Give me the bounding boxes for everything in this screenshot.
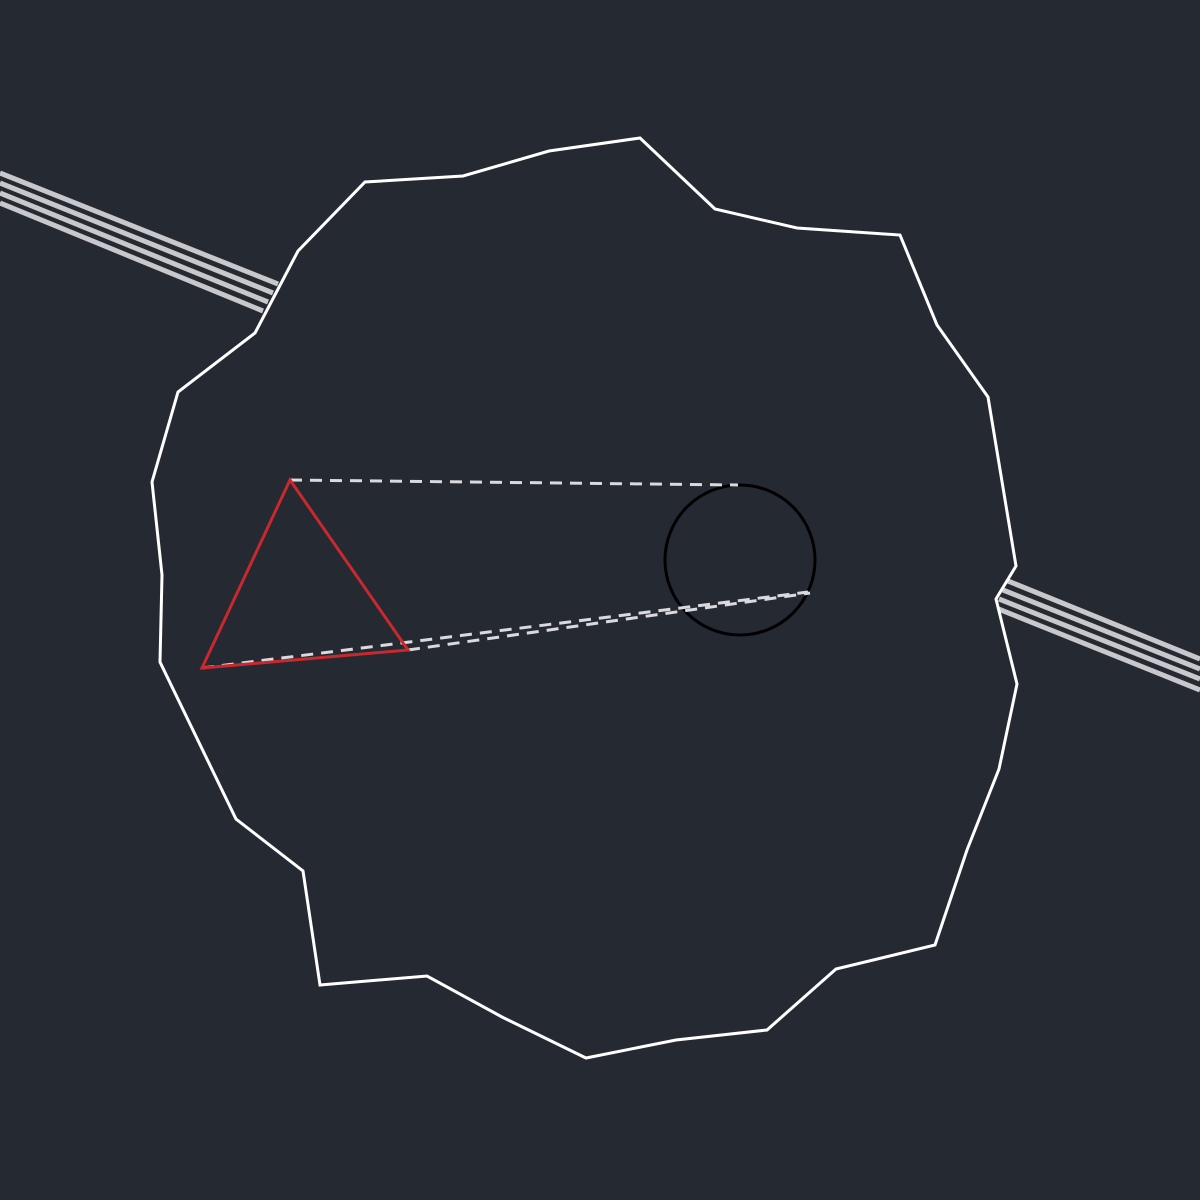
rail-lower-right: [995, 578, 1200, 693]
target-circle-icon[interactable]: [663, 483, 817, 637]
sight-line-left: [201, 590, 809, 670]
arena-boundary: [150, 136, 1019, 1060]
player-triangle-icon[interactable]: [199, 477, 411, 670]
sight-lines: [201, 478, 811, 670]
rail-upper-left: [0, 170, 279, 314]
sight-line-right: [407, 591, 811, 652]
sight-line-top: [289, 478, 739, 487]
